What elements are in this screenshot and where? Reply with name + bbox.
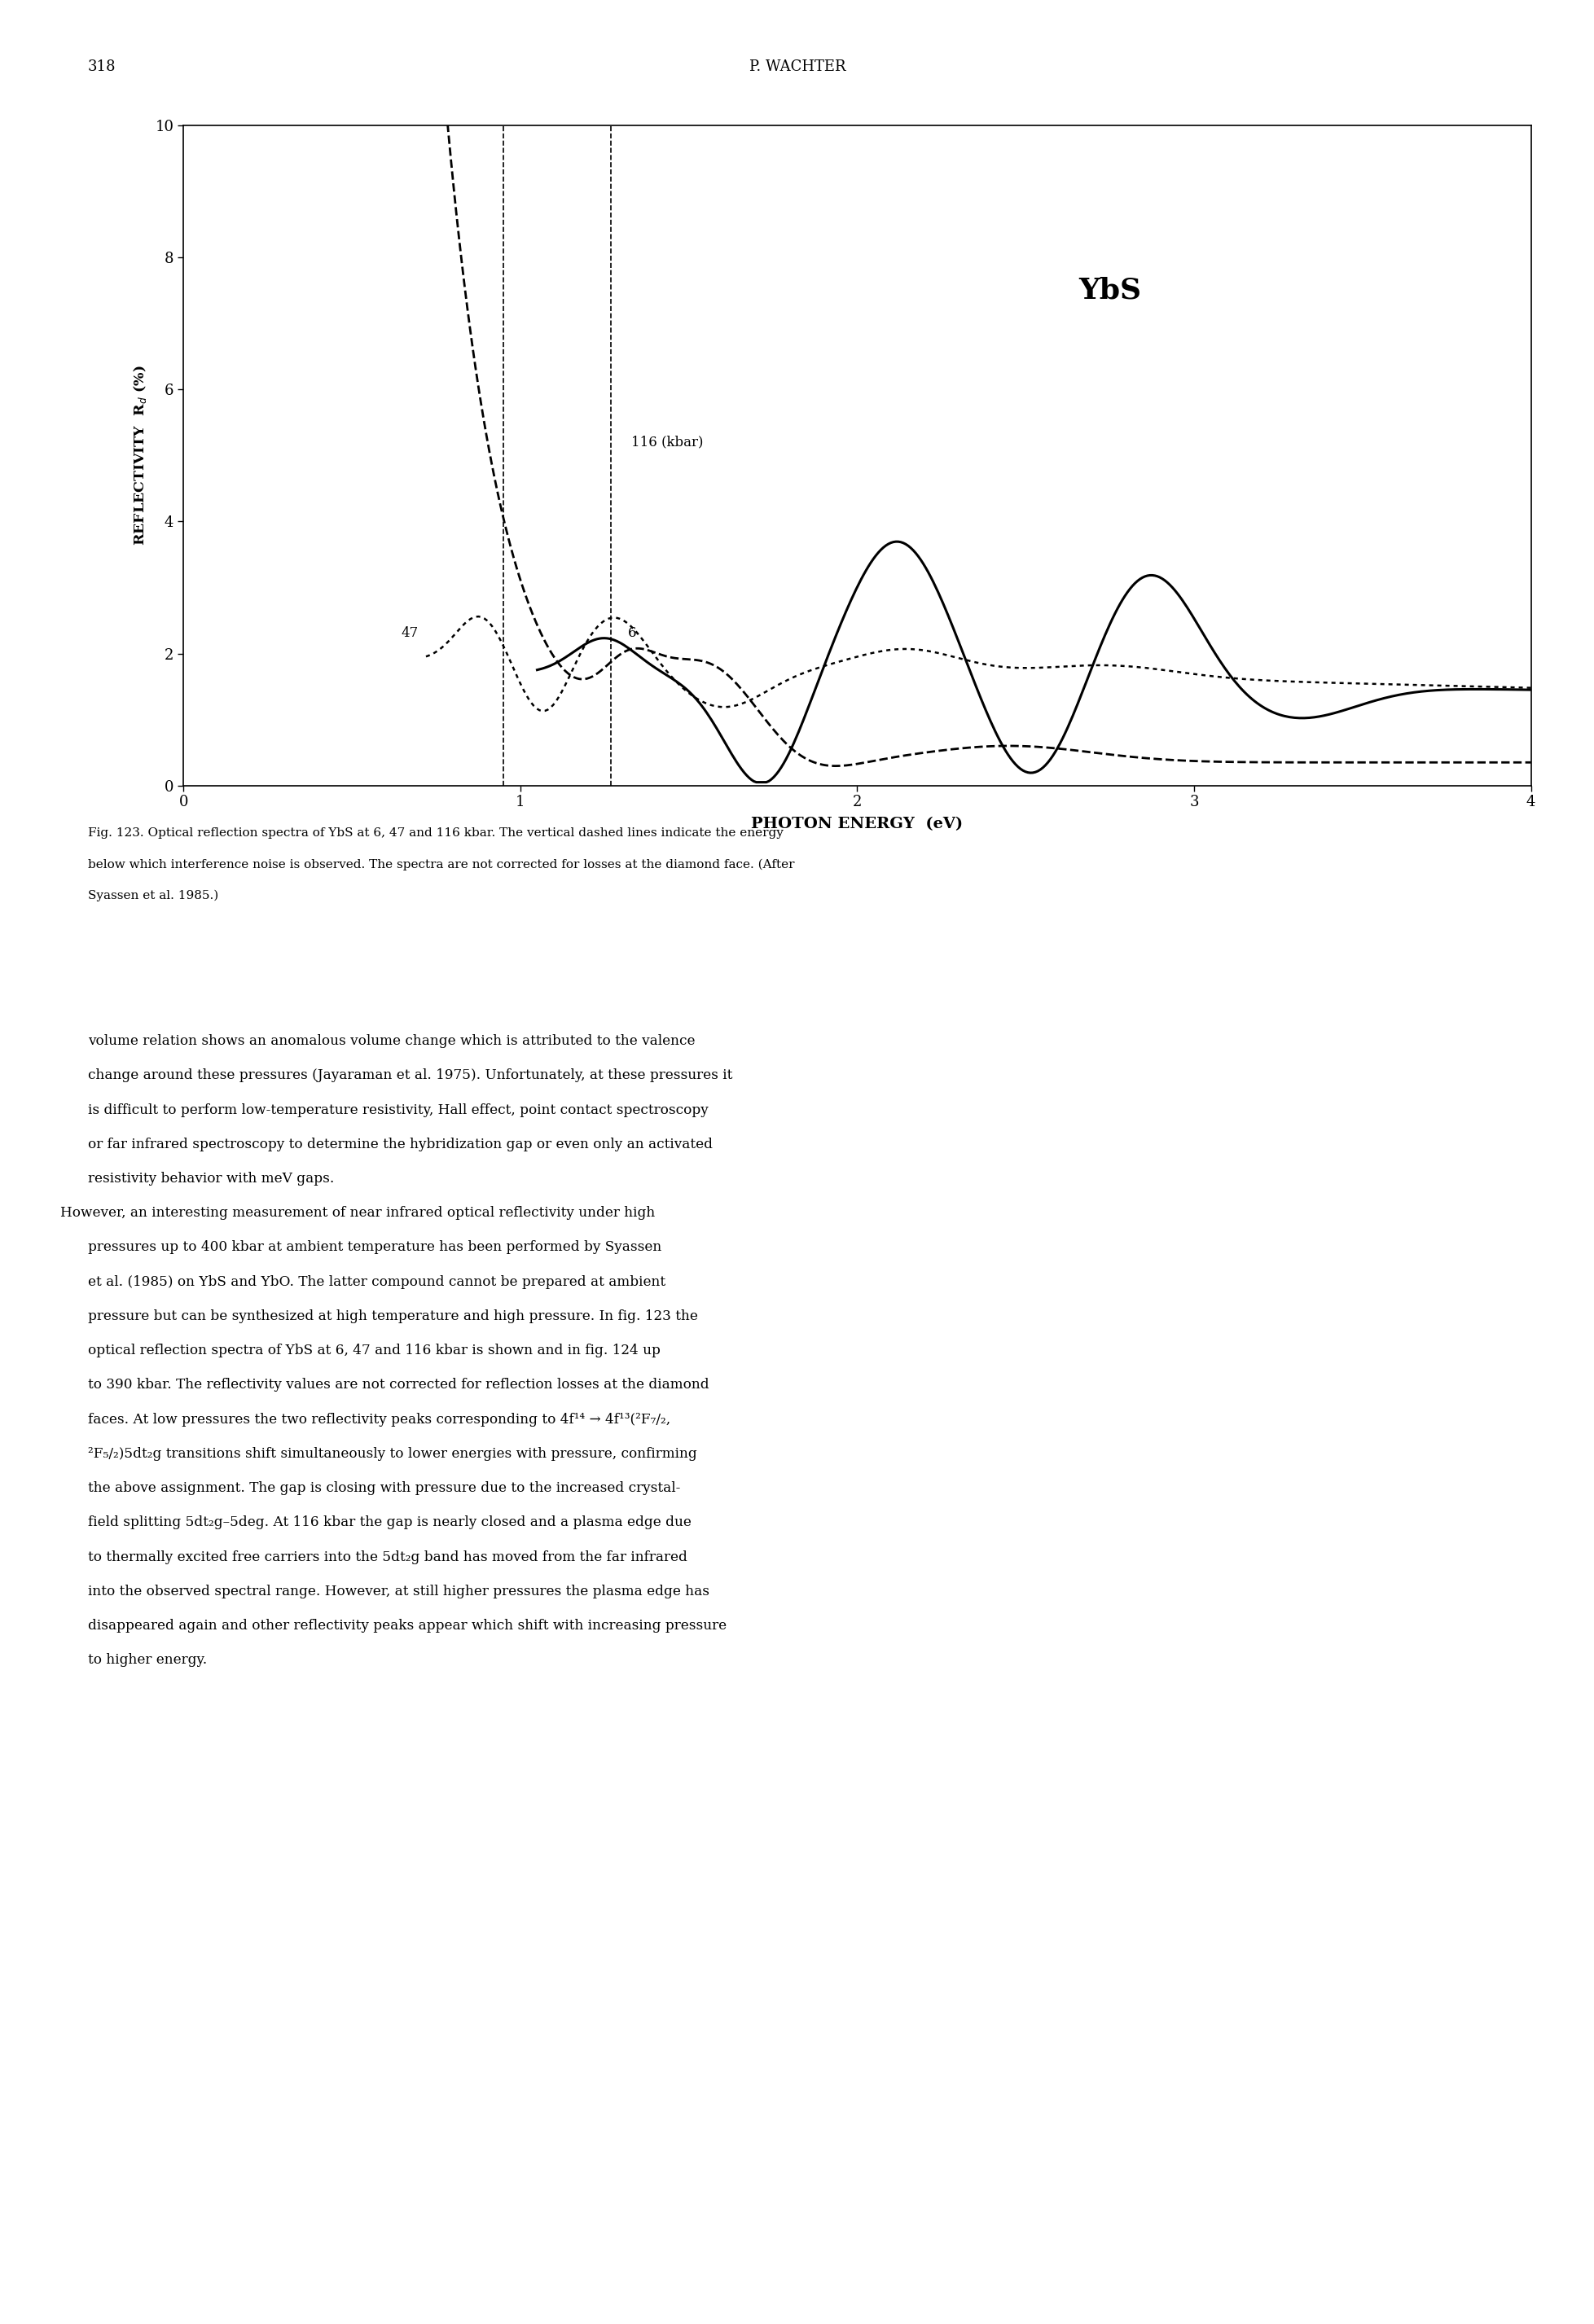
Text: However, an interesting measurement of near infrared optical reflectivity under : However, an interesting measurement of n… — [61, 1206, 655, 1220]
Text: YbS: YbS — [1078, 277, 1141, 304]
Text: is difficult to perform low-temperature resistivity, Hall effect, point contact : is difficult to perform low-temperature … — [88, 1104, 708, 1118]
Text: below which interference noise is observed. The spectra are not corrected for lo: below which interference noise is observ… — [88, 858, 794, 872]
Text: field splitting 5dt₂g–5deg. At 116 kbar the gap is nearly closed and a plasma ed: field splitting 5dt₂g–5deg. At 116 kbar … — [88, 1515, 690, 1529]
Text: disappeared again and other reflectivity peaks appear which shift with increasin: disappeared again and other reflectivity… — [88, 1620, 725, 1634]
Text: or far infrared spectroscopy to determine the hybridization gap or even only an : or far infrared spectroscopy to determin… — [88, 1136, 713, 1150]
Text: faces. At low pressures the two reflectivity peaks corresponding to 4f¹⁴ → 4f¹³(: faces. At low pressures the two reflecti… — [88, 1413, 669, 1427]
Text: ²F₅/₂)5dt₂g transitions shift simultaneously to lower energies with pressure, co: ²F₅/₂)5dt₂g transitions shift simultaneo… — [88, 1448, 697, 1462]
Text: et al. (1985) on YbS and YbO. The latter compound cannot be prepared at ambient: et al. (1985) on YbS and YbO. The latter… — [88, 1276, 665, 1290]
Text: optical reflection spectra of YbS at 6, 47 and 116 kbar is shown and in fig. 124: optical reflection spectra of YbS at 6, … — [88, 1343, 660, 1357]
Text: pressure but can be synthesized at high temperature and high pressure. In fig. 1: pressure but can be synthesized at high … — [88, 1308, 697, 1322]
Y-axis label: REFLECTIVITY  R$_d$ (%): REFLECTIVITY R$_d$ (%) — [132, 365, 148, 546]
Text: P. WACHTER: P. WACHTER — [749, 60, 845, 74]
Text: 6: 6 — [628, 627, 636, 641]
Text: the above assignment. The gap is closing with pressure due to the increased crys: the above assignment. The gap is closing… — [88, 1480, 679, 1494]
Text: 47: 47 — [400, 627, 418, 641]
Text: change around these pressures (Jayaraman et al. 1975). Unfortunately, at these p: change around these pressures (Jayaraman… — [88, 1069, 732, 1083]
Text: pressures up to 400 kbar at ambient temperature has been performed by Syassen: pressures up to 400 kbar at ambient temp… — [88, 1241, 662, 1255]
Text: to higher energy.: to higher energy. — [88, 1652, 207, 1666]
Text: 318: 318 — [88, 60, 116, 74]
Text: 116 (kbar): 116 (kbar) — [631, 435, 703, 449]
Text: to 390 kbar. The reflectivity values are not corrected for reflection losses at : to 390 kbar. The reflectivity values are… — [88, 1378, 708, 1392]
Text: resistivity behavior with meV gaps.: resistivity behavior with meV gaps. — [88, 1171, 333, 1185]
Text: Syassen et al. 1985.): Syassen et al. 1985.) — [88, 890, 218, 902]
Text: to thermally excited free carriers into the 5dt₂g band has moved from the far in: to thermally excited free carriers into … — [88, 1550, 687, 1564]
Text: Fig. 123. Optical reflection spectra of YbS at 6, 47 and 116 kbar. The vertical : Fig. 123. Optical reflection spectra of … — [88, 827, 783, 839]
Text: volume relation shows an anomalous volume change which is attributed to the vale: volume relation shows an anomalous volum… — [88, 1034, 695, 1048]
X-axis label: PHOTON ENERGY  (eV): PHOTON ENERGY (eV) — [751, 816, 963, 832]
Text: into the observed spectral range. However, at still higher pressures the plasma : into the observed spectral range. Howeve… — [88, 1585, 709, 1599]
